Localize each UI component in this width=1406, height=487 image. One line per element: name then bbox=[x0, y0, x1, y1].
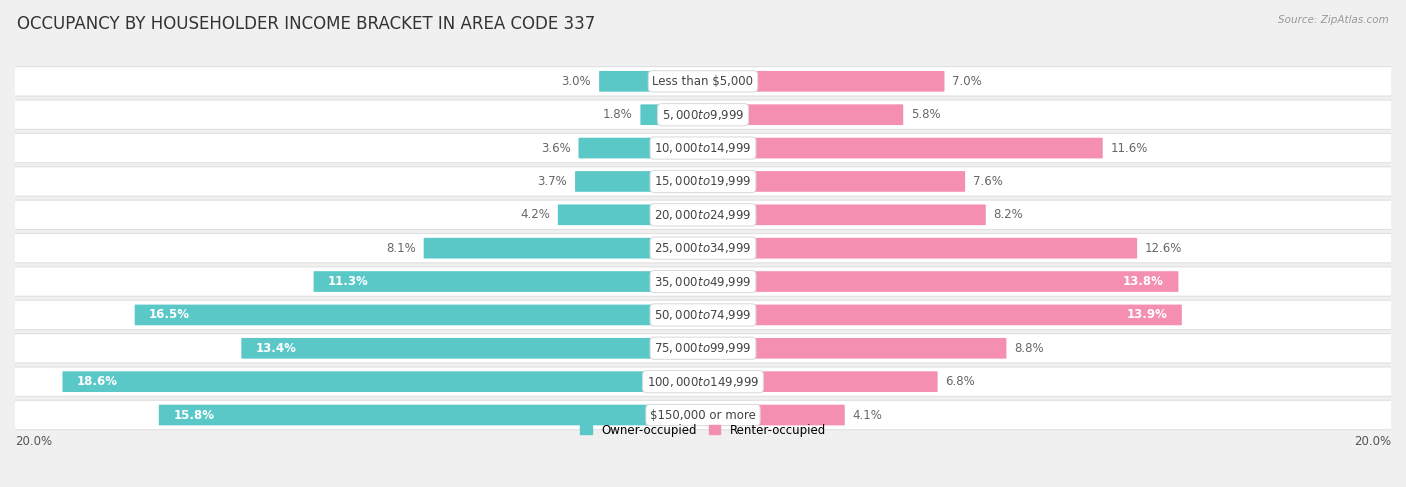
FancyBboxPatch shape bbox=[703, 171, 965, 192]
Text: 4.2%: 4.2% bbox=[520, 208, 550, 221]
FancyBboxPatch shape bbox=[703, 71, 945, 92]
Text: 6.8%: 6.8% bbox=[945, 375, 976, 388]
FancyBboxPatch shape bbox=[14, 367, 1392, 396]
Text: 11.3%: 11.3% bbox=[328, 275, 368, 288]
Text: 11.6%: 11.6% bbox=[1111, 142, 1149, 154]
FancyBboxPatch shape bbox=[14, 200, 1392, 229]
Text: 13.4%: 13.4% bbox=[256, 342, 297, 355]
Text: $20,000 to $24,999: $20,000 to $24,999 bbox=[654, 208, 752, 222]
FancyBboxPatch shape bbox=[599, 71, 703, 92]
Text: $15,000 to $19,999: $15,000 to $19,999 bbox=[654, 174, 752, 188]
Text: $75,000 to $99,999: $75,000 to $99,999 bbox=[654, 341, 752, 356]
Legend: Owner-occupied, Renter-occupied: Owner-occupied, Renter-occupied bbox=[575, 419, 831, 441]
FancyBboxPatch shape bbox=[703, 371, 938, 392]
FancyBboxPatch shape bbox=[703, 238, 1137, 259]
Text: 3.6%: 3.6% bbox=[541, 142, 571, 154]
FancyBboxPatch shape bbox=[703, 271, 1178, 292]
FancyBboxPatch shape bbox=[578, 138, 703, 158]
FancyBboxPatch shape bbox=[703, 104, 903, 125]
FancyBboxPatch shape bbox=[703, 205, 986, 225]
FancyBboxPatch shape bbox=[14, 233, 1392, 263]
FancyBboxPatch shape bbox=[14, 167, 1392, 196]
Text: $25,000 to $34,999: $25,000 to $34,999 bbox=[654, 241, 752, 255]
Text: 8.8%: 8.8% bbox=[1014, 342, 1043, 355]
FancyBboxPatch shape bbox=[314, 271, 703, 292]
Text: 20.0%: 20.0% bbox=[15, 434, 52, 448]
Text: 20.0%: 20.0% bbox=[1354, 434, 1391, 448]
Text: 16.5%: 16.5% bbox=[149, 308, 190, 321]
Text: 4.1%: 4.1% bbox=[852, 409, 883, 422]
Text: 13.8%: 13.8% bbox=[1123, 275, 1164, 288]
Text: $50,000 to $74,999: $50,000 to $74,999 bbox=[654, 308, 752, 322]
Text: 8.2%: 8.2% bbox=[994, 208, 1024, 221]
FancyBboxPatch shape bbox=[703, 304, 1182, 325]
FancyBboxPatch shape bbox=[703, 405, 845, 425]
FancyBboxPatch shape bbox=[14, 100, 1392, 130]
Text: Less than $5,000: Less than $5,000 bbox=[652, 75, 754, 88]
FancyBboxPatch shape bbox=[640, 104, 703, 125]
FancyBboxPatch shape bbox=[703, 138, 1102, 158]
Text: $35,000 to $49,999: $35,000 to $49,999 bbox=[654, 275, 752, 289]
FancyBboxPatch shape bbox=[14, 300, 1392, 330]
FancyBboxPatch shape bbox=[242, 338, 703, 358]
Text: $150,000 or more: $150,000 or more bbox=[650, 409, 756, 422]
FancyBboxPatch shape bbox=[558, 205, 703, 225]
FancyBboxPatch shape bbox=[62, 371, 703, 392]
Text: 12.6%: 12.6% bbox=[1144, 242, 1182, 255]
FancyBboxPatch shape bbox=[14, 67, 1392, 96]
Text: 7.0%: 7.0% bbox=[952, 75, 983, 88]
Text: Source: ZipAtlas.com: Source: ZipAtlas.com bbox=[1278, 15, 1389, 25]
FancyBboxPatch shape bbox=[575, 171, 703, 192]
Text: 18.6%: 18.6% bbox=[77, 375, 118, 388]
Text: 15.8%: 15.8% bbox=[173, 409, 214, 422]
Text: 3.0%: 3.0% bbox=[561, 75, 591, 88]
Text: $5,000 to $9,999: $5,000 to $9,999 bbox=[662, 108, 744, 122]
FancyBboxPatch shape bbox=[14, 400, 1392, 430]
Text: OCCUPANCY BY HOUSEHOLDER INCOME BRACKET IN AREA CODE 337: OCCUPANCY BY HOUSEHOLDER INCOME BRACKET … bbox=[17, 15, 595, 33]
FancyBboxPatch shape bbox=[423, 238, 703, 259]
Text: 1.8%: 1.8% bbox=[603, 108, 633, 121]
FancyBboxPatch shape bbox=[159, 405, 703, 425]
FancyBboxPatch shape bbox=[703, 338, 1007, 358]
FancyBboxPatch shape bbox=[14, 133, 1392, 163]
Text: 8.1%: 8.1% bbox=[387, 242, 416, 255]
Text: 5.8%: 5.8% bbox=[911, 108, 941, 121]
FancyBboxPatch shape bbox=[14, 267, 1392, 296]
Text: 3.7%: 3.7% bbox=[537, 175, 567, 188]
Text: $100,000 to $149,999: $100,000 to $149,999 bbox=[647, 375, 759, 389]
Text: 7.6%: 7.6% bbox=[973, 175, 1002, 188]
FancyBboxPatch shape bbox=[14, 334, 1392, 363]
Text: 13.9%: 13.9% bbox=[1126, 308, 1167, 321]
Text: $10,000 to $14,999: $10,000 to $14,999 bbox=[654, 141, 752, 155]
FancyBboxPatch shape bbox=[135, 304, 703, 325]
